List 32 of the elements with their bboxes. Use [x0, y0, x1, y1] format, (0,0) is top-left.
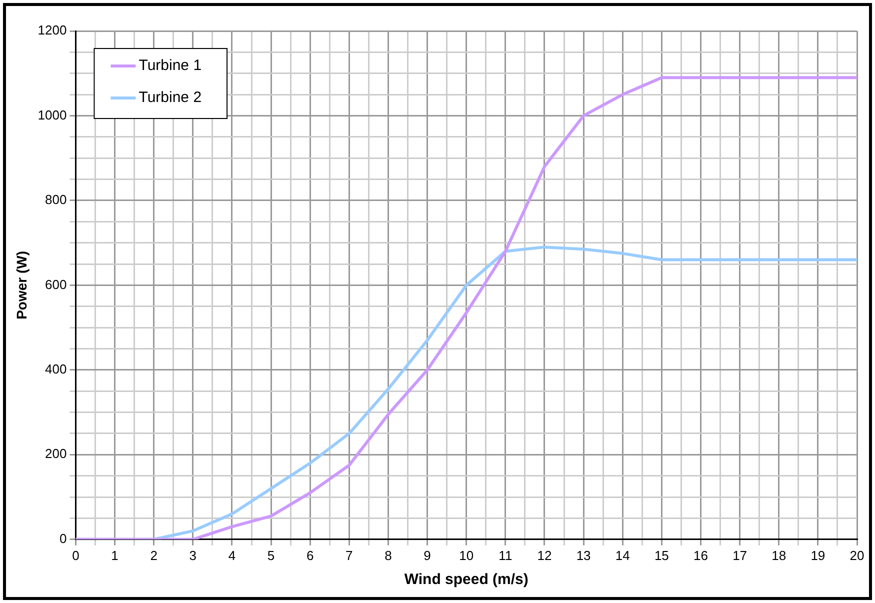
y-tick-label: 400 [45, 362, 67, 377]
x-tick-label: 6 [306, 548, 314, 563]
x-tick-label: 19 [810, 548, 826, 563]
x-tick-label: 5 [267, 548, 275, 563]
y-tick-label: 200 [45, 446, 67, 462]
x-tick-label: 9 [424, 548, 431, 563]
y-tick-label: 0 [59, 530, 67, 546]
y-axis-title: Power (W) [13, 250, 30, 320]
x-tick-label: 2 [150, 548, 158, 563]
x-axis-title: Wind speed (m/s) [404, 571, 528, 588]
x-tick-label: 18 [772, 548, 786, 563]
legend-label: Turbine 1 [138, 57, 202, 74]
x-tick-label: 8 [384, 548, 392, 563]
legend-label: Turbine 2 [138, 89, 202, 106]
y-tick-label: 800 [45, 192, 67, 208]
y-tick-label: 600 [45, 276, 67, 292]
x-tick-label: 14 [615, 548, 630, 563]
y-tick-label: 1000 [38, 107, 67, 122]
x-tick-label: 13 [576, 548, 591, 563]
y-tick-label: 1200 [38, 22, 67, 38]
x-tick-label: 0 [72, 548, 80, 563]
x-tick-label: 7 [346, 548, 353, 563]
x-tick-label: 11 [498, 548, 512, 563]
x-tick-label: 10 [459, 548, 474, 563]
x-tick-label: 16 [694, 548, 708, 563]
x-tick-label: 20 [850, 548, 864, 563]
x-tick-label: 3 [189, 548, 197, 563]
x-tick-label: 4 [228, 548, 236, 563]
x-tick-label: 15 [654, 548, 669, 563]
x-tick-label: 17 [732, 548, 748, 563]
x-tick-label: 12 [537, 548, 552, 563]
x-tick-label: 1 [111, 548, 118, 563]
